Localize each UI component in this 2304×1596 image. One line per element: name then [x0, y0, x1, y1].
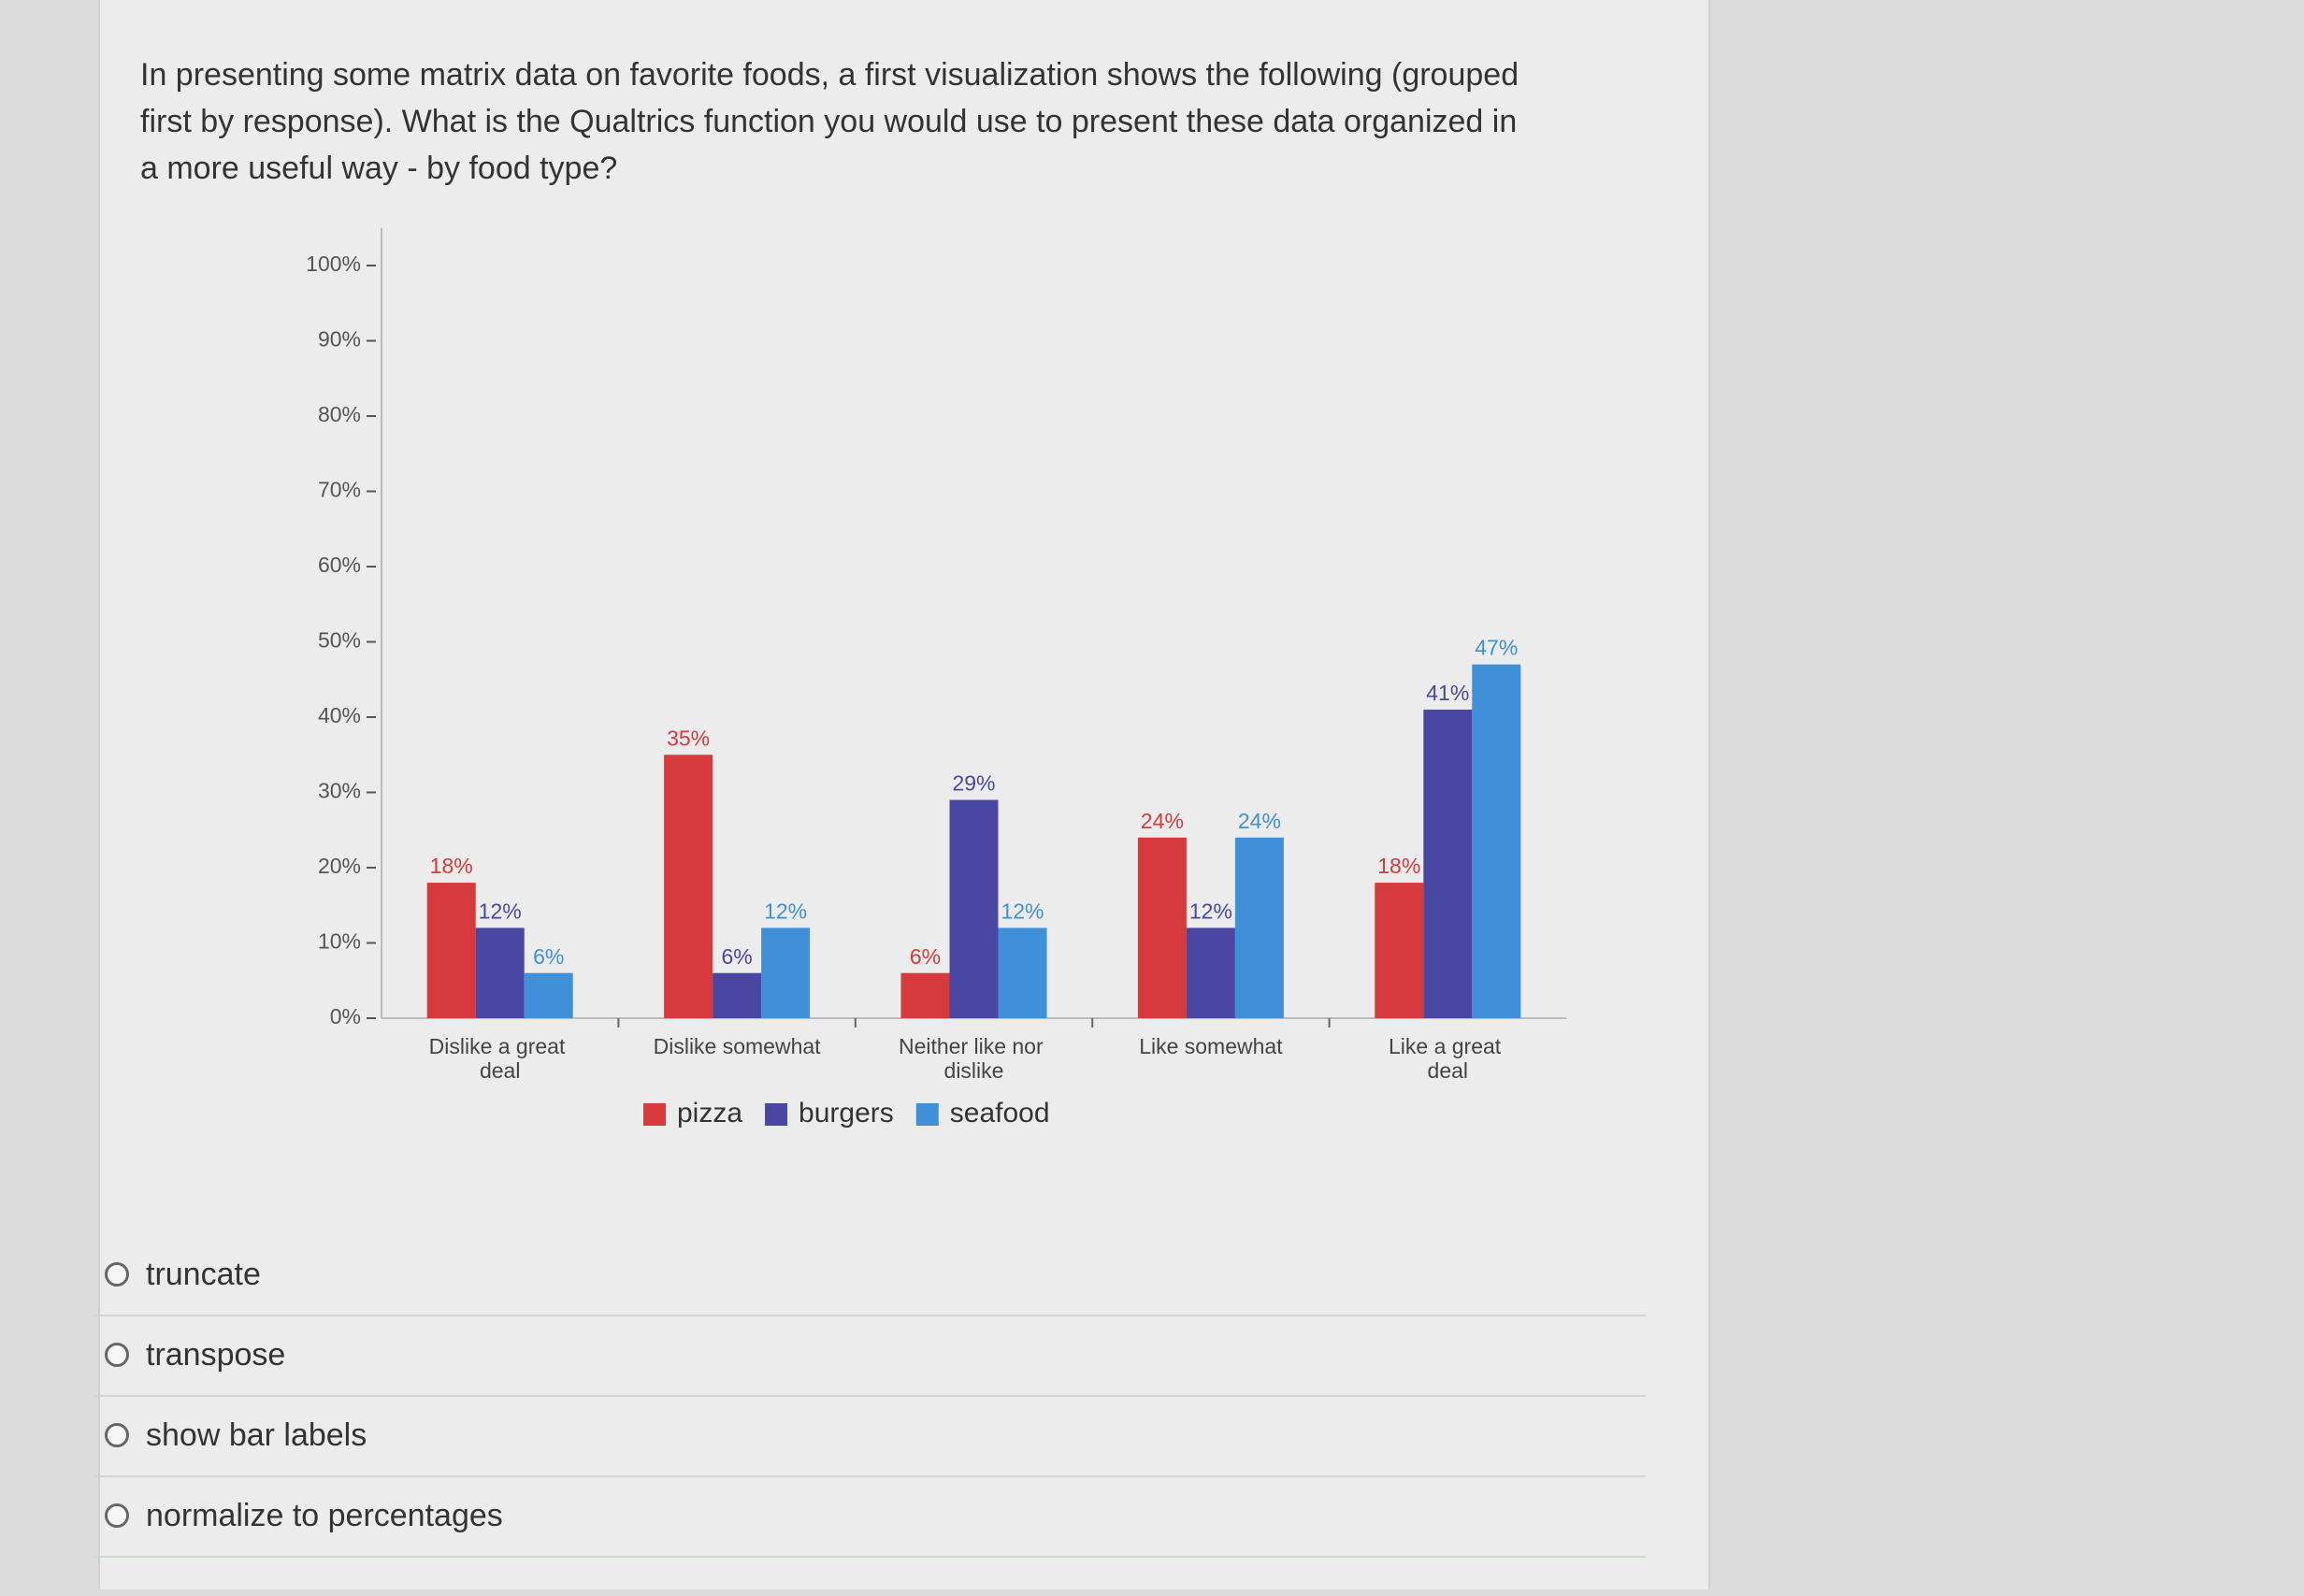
y-tick-label: 10% — [318, 929, 361, 954]
bar — [761, 927, 811, 1018]
bar — [1137, 837, 1187, 1018]
bar — [475, 927, 525, 1018]
value-label: 18% — [1377, 854, 1420, 878]
value-label: 12% — [764, 899, 807, 923]
value-label: 6% — [910, 944, 941, 969]
value-label: 41% — [1426, 681, 1469, 705]
bar — [900, 972, 950, 1018]
answer-option[interactable]: normalize to percentages — [94, 1475, 1646, 1558]
y-tick-label: 30% — [318, 779, 361, 803]
y-tick-label: 70% — [318, 478, 361, 502]
value-label: 47% — [1475, 636, 1518, 660]
legend-label: pizza — [677, 1098, 742, 1129]
value-label: 35% — [667, 726, 710, 750]
radio-button[interactable] — [105, 1503, 129, 1528]
value-label: 24% — [1238, 809, 1281, 833]
y-tick-label: 0% — [330, 1004, 361, 1028]
option-label[interactable]: transpose — [146, 1336, 286, 1373]
x-tick-label: Dislike a great deal — [429, 1034, 571, 1083]
bar — [524, 972, 573, 1018]
radio-button[interactable] — [105, 1343, 129, 1367]
legend-swatch — [915, 1103, 939, 1126]
bar — [1472, 664, 1521, 1018]
bar — [1234, 837, 1284, 1018]
bar — [1186, 927, 1235, 1018]
option-label[interactable]: normalize to percentages — [146, 1497, 503, 1533]
value-label: 12% — [1189, 899, 1232, 923]
value-label: 12% — [479, 899, 522, 923]
radio-button[interactable] — [105, 1262, 129, 1287]
bar — [998, 927, 1047, 1018]
x-tick-label: Like somewhat — [1139, 1034, 1283, 1058]
y-tick-label: 40% — [318, 703, 361, 727]
bar — [664, 755, 713, 1018]
bar — [949, 799, 999, 1018]
answer-option[interactable]: truncate — [94, 1234, 1646, 1316]
bar — [1423, 709, 1473, 1018]
answer-option[interactable]: transpose — [94, 1315, 1646, 1397]
x-tick-label: Dislike somewhat — [654, 1034, 822, 1058]
legend-swatch — [643, 1103, 666, 1126]
x-tick-label: Neither like nor dislike — [899, 1034, 1049, 1083]
value-label: 29% — [952, 771, 995, 796]
question-text: In presenting some matrix data on favori… — [140, 57, 1519, 186]
bar — [713, 972, 762, 1018]
y-tick-label: 60% — [318, 553, 361, 577]
chart: 0% 10% 20% 30% 40% 50% 60% 70% 80% 90% 100% Dislike… — [306, 228, 1566, 1129]
legend-label: seafood — [950, 1098, 1050, 1129]
value-label: 12% — [1001, 899, 1044, 923]
x-tick-label: Like a great deal — [1389, 1034, 1507, 1083]
value-label: 6% — [533, 944, 564, 969]
bar — [1375, 883, 1424, 1018]
y-tick-label: 100% — [306, 252, 361, 276]
radio-button[interactable] — [105, 1423, 129, 1447]
value-label: 6% — [721, 944, 752, 969]
y-tick-label: 20% — [318, 854, 361, 878]
y-tick-label: 80% — [318, 402, 361, 426]
legend-label: burgers — [799, 1098, 894, 1129]
value-label: 24% — [1141, 809, 1184, 833]
bar — [426, 883, 476, 1018]
answer-option[interactable]: show bar labels — [94, 1395, 1646, 1477]
y-tick-label: 50% — [318, 628, 361, 653]
y-tick-label: 90% — [318, 327, 361, 352]
legend-swatch — [765, 1103, 788, 1126]
option-label[interactable]: truncate — [146, 1256, 261, 1292]
value-label: 18% — [430, 854, 473, 878]
option-label[interactable]: show bar labels — [146, 1416, 367, 1453]
